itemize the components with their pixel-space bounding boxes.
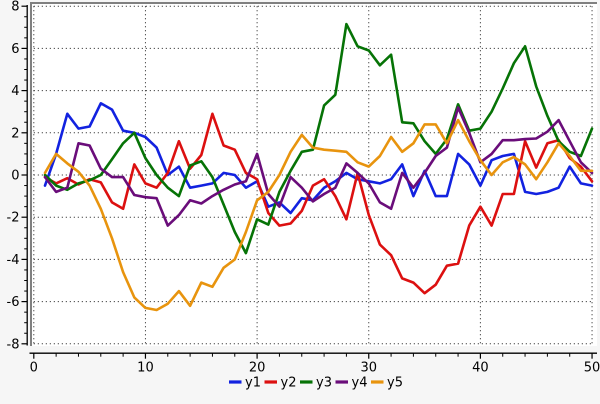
legend-label: y2 xyxy=(281,376,297,391)
series-line-y1 xyxy=(43,102,594,215)
y-tick-label: -6 xyxy=(7,295,20,310)
plot-area xyxy=(30,2,597,346)
x-tick-label: 10 xyxy=(137,361,154,376)
legend-label: y5 xyxy=(387,376,403,391)
y-tick-label: 2 xyxy=(11,126,19,141)
legend-item-y5: y5 xyxy=(371,376,403,391)
legend-label: y3 xyxy=(316,376,332,391)
x-tick-label: 40 xyxy=(472,361,489,376)
y-tick-label: -2 xyxy=(7,211,20,226)
y-tick-label: 8 xyxy=(11,0,19,15)
y-tick-label: 6 xyxy=(11,42,19,57)
y-tick-label: -4 xyxy=(7,253,20,268)
y-tick-label: 0 xyxy=(11,169,19,184)
y-tick-label: -8 xyxy=(7,337,20,352)
legend-label: y4 xyxy=(352,376,368,391)
x-tick-label: 30 xyxy=(360,361,377,376)
series-line-y5 xyxy=(43,118,594,312)
series-line-y2 xyxy=(43,112,594,295)
y-tick-label: 4 xyxy=(11,84,19,99)
legend-item-y3: y3 xyxy=(300,376,332,391)
legend: y1 y2 y3 y4 y5 xyxy=(229,376,403,391)
legend-item-y2: y2 xyxy=(264,376,297,391)
x-tick-label: 0 xyxy=(30,361,38,376)
legend-item-y4: y4 xyxy=(335,376,368,391)
legend-label: y1 xyxy=(245,376,261,391)
x-tick-label: 20 xyxy=(249,361,266,376)
series-line-y3 xyxy=(43,22,594,255)
series-line-y4 xyxy=(43,106,594,227)
x-tick-label: 50 xyxy=(584,361,600,376)
legend-item-y1: y1 xyxy=(229,376,261,391)
